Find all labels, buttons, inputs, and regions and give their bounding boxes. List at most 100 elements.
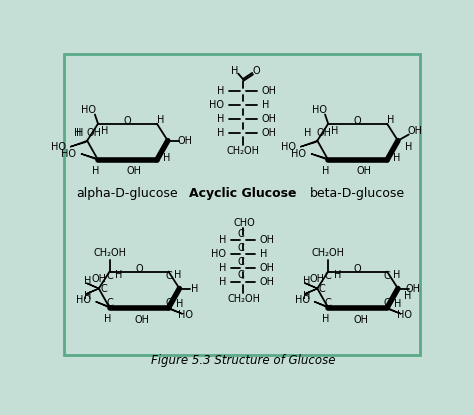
Text: HO: HO: [211, 249, 226, 259]
Text: C: C: [383, 271, 391, 281]
Text: H: H: [322, 313, 329, 324]
Text: H: H: [174, 271, 182, 281]
Text: H: H: [74, 128, 82, 138]
Polygon shape: [300, 141, 317, 147]
Text: alpha-D-glucose: alpha-D-glucose: [77, 186, 178, 200]
Text: OH: OH: [408, 127, 422, 137]
Text: OH: OH: [177, 136, 192, 146]
Text: O: O: [354, 117, 362, 127]
Text: HO: HO: [82, 105, 96, 115]
Text: H: H: [219, 235, 226, 245]
Text: O: O: [124, 117, 131, 127]
Text: OH: OH: [260, 235, 275, 245]
Polygon shape: [387, 308, 401, 314]
Text: OH: OH: [87, 128, 101, 138]
Text: Figure 5.3 Structure of Glucose: Figure 5.3 Structure of Glucose: [151, 354, 335, 366]
Polygon shape: [305, 283, 317, 288]
Text: H: H: [262, 100, 269, 110]
Text: H: H: [403, 291, 411, 301]
Text: OH: OH: [260, 263, 275, 273]
Text: H: H: [84, 291, 91, 301]
Text: O: O: [354, 264, 362, 274]
Text: C: C: [106, 298, 113, 308]
Text: C: C: [106, 271, 113, 281]
Text: C: C: [238, 271, 245, 281]
Polygon shape: [314, 302, 328, 308]
Text: HO: HO: [311, 105, 327, 115]
Text: OH: OH: [126, 166, 141, 176]
Text: H: H: [303, 291, 310, 301]
Text: HO: HO: [51, 142, 66, 152]
Text: HO: HO: [282, 142, 296, 152]
Text: OH: OH: [406, 283, 421, 293]
Text: O: O: [252, 66, 260, 76]
Text: CH₂OH: CH₂OH: [312, 248, 345, 258]
Text: H: H: [176, 299, 183, 309]
Polygon shape: [311, 154, 328, 160]
Text: H: H: [219, 263, 226, 273]
Text: H: H: [157, 115, 164, 125]
Text: CH₂OH: CH₂OH: [93, 248, 126, 258]
Text: H: H: [76, 128, 83, 138]
Text: OH: OH: [317, 128, 332, 138]
Text: CHO: CHO: [234, 218, 255, 228]
Polygon shape: [169, 308, 182, 314]
Text: HO: HO: [292, 149, 307, 159]
Text: HO: HO: [210, 100, 224, 110]
Text: CH₂OH: CH₂OH: [227, 146, 259, 156]
Text: OH: OH: [135, 315, 150, 325]
Polygon shape: [81, 154, 98, 160]
Text: HO: HO: [178, 310, 193, 320]
Text: OH: OH: [262, 86, 276, 96]
Text: OH: OH: [91, 274, 106, 284]
Text: H: H: [217, 128, 224, 138]
Text: H: H: [303, 276, 310, 286]
Text: OH: OH: [353, 315, 368, 325]
Text: H: H: [104, 313, 111, 324]
Text: H: H: [304, 128, 312, 138]
Text: C: C: [319, 283, 325, 293]
Text: H: H: [260, 249, 267, 259]
Polygon shape: [96, 302, 109, 308]
Polygon shape: [305, 288, 317, 294]
Text: H: H: [191, 283, 199, 293]
Text: H: H: [405, 142, 412, 152]
Text: H: H: [322, 166, 329, 176]
Text: HO: HO: [76, 295, 91, 305]
Text: OH: OH: [310, 274, 325, 284]
Text: H: H: [392, 154, 400, 164]
Text: H: H: [219, 276, 226, 287]
Text: C: C: [100, 283, 107, 293]
Text: H: H: [217, 114, 224, 124]
Text: H: H: [331, 127, 338, 137]
Text: OH: OH: [260, 276, 275, 287]
Text: C: C: [165, 271, 172, 281]
Polygon shape: [70, 141, 87, 147]
Text: H: H: [84, 276, 91, 286]
Text: C: C: [383, 298, 391, 308]
Text: HO: HO: [294, 295, 310, 305]
Text: H: H: [163, 154, 170, 164]
Text: O: O: [135, 264, 143, 274]
Polygon shape: [86, 288, 99, 294]
Text: H: H: [100, 127, 108, 137]
Text: C: C: [238, 229, 245, 239]
Polygon shape: [86, 283, 99, 288]
Text: HO: HO: [61, 149, 76, 159]
Text: OH: OH: [356, 166, 371, 176]
Text: OH: OH: [262, 128, 276, 138]
Text: beta-D-glucose: beta-D-glucose: [310, 186, 405, 200]
Text: C: C: [165, 298, 172, 308]
Text: H: H: [387, 115, 395, 125]
Text: H: H: [217, 86, 224, 96]
Text: H: H: [92, 166, 100, 176]
Text: H: H: [334, 271, 341, 281]
Text: Acyclic Glucose: Acyclic Glucose: [189, 186, 297, 200]
Text: C: C: [325, 298, 331, 308]
Text: C: C: [238, 256, 245, 266]
Text: CH₂OH: CH₂OH: [228, 294, 261, 304]
Text: C: C: [238, 243, 245, 253]
Text: H: H: [392, 271, 400, 281]
Text: OH: OH: [262, 114, 276, 124]
Text: HO: HO: [397, 310, 411, 320]
